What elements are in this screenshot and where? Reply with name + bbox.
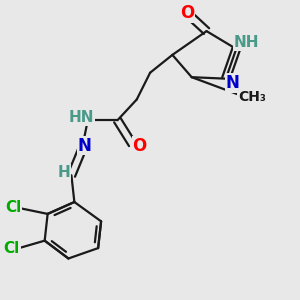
Text: N: N	[225, 74, 239, 92]
Text: CH₃: CH₃	[238, 89, 266, 103]
Text: O: O	[133, 136, 147, 154]
Text: O: O	[180, 4, 194, 22]
Text: Cl: Cl	[5, 200, 22, 215]
Text: N: N	[78, 136, 92, 154]
Text: NH: NH	[234, 35, 260, 50]
Text: HN: HN	[68, 110, 94, 125]
Text: Cl: Cl	[4, 241, 20, 256]
Text: H: H	[58, 165, 70, 180]
